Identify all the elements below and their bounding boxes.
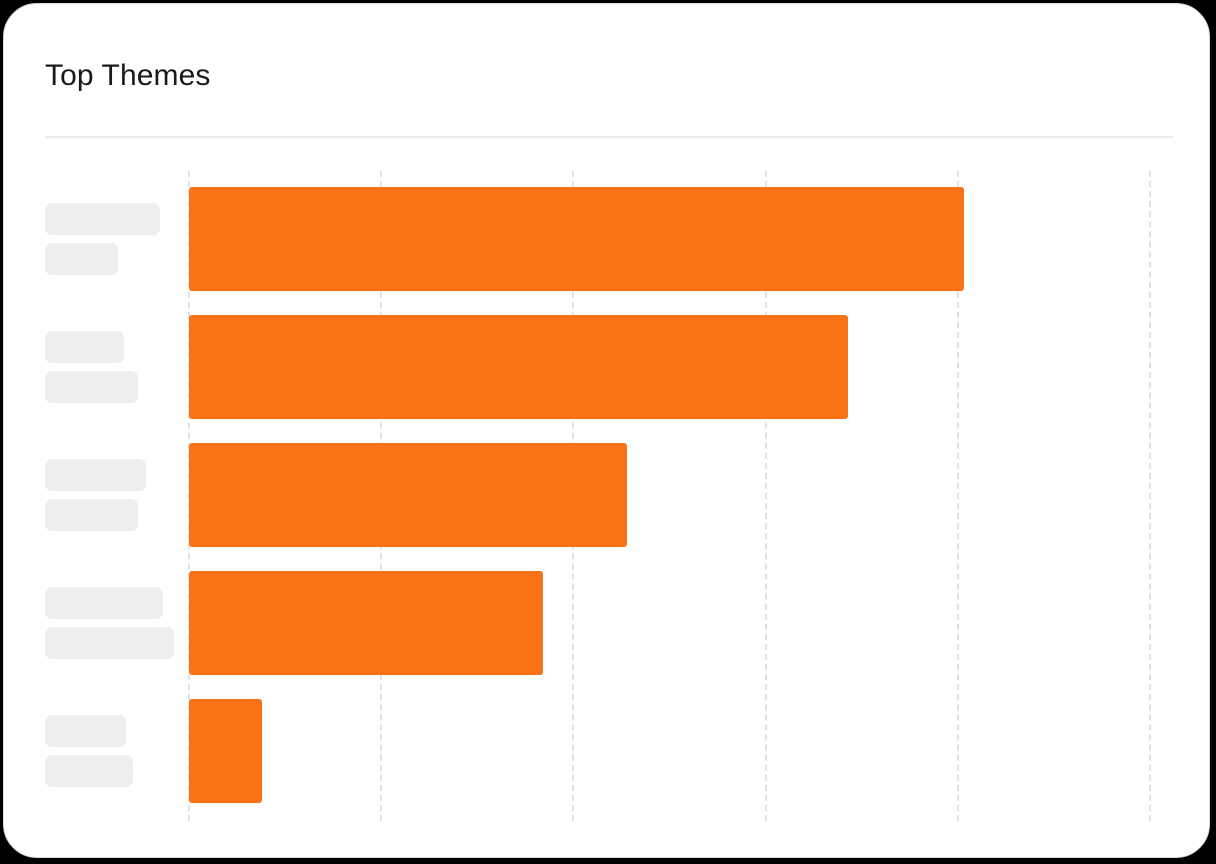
label-skeleton-secondary: [45, 755, 133, 787]
label-skeleton-primary: [45, 331, 124, 363]
label-skeleton-primary: [45, 459, 146, 491]
bar-5[interactable]: [189, 699, 262, 803]
label-skeleton-secondary: [45, 371, 138, 403]
bar-3[interactable]: [189, 443, 627, 547]
bar-4[interactable]: [189, 571, 543, 675]
label-skeleton-secondary: [45, 627, 174, 659]
label-skeleton-secondary: [45, 499, 138, 531]
gridline-5: [1149, 171, 1151, 821]
top-themes-card: Top Themes: [3, 3, 1210, 858]
label-skeleton-secondary: [45, 243, 118, 275]
label-skeleton-primary: [45, 203, 160, 235]
card-title: Top Themes: [45, 59, 211, 92]
label-skeleton-primary: [45, 587, 163, 619]
gridline-3: [764, 171, 767, 821]
bar-2[interactable]: [189, 315, 848, 419]
label-skeleton-primary: [45, 715, 126, 747]
bar-1[interactable]: [189, 187, 964, 291]
header-divider: [45, 136, 1173, 138]
bar-chart: [4, 4, 1209, 857]
gridline-4: [956, 171, 959, 821]
